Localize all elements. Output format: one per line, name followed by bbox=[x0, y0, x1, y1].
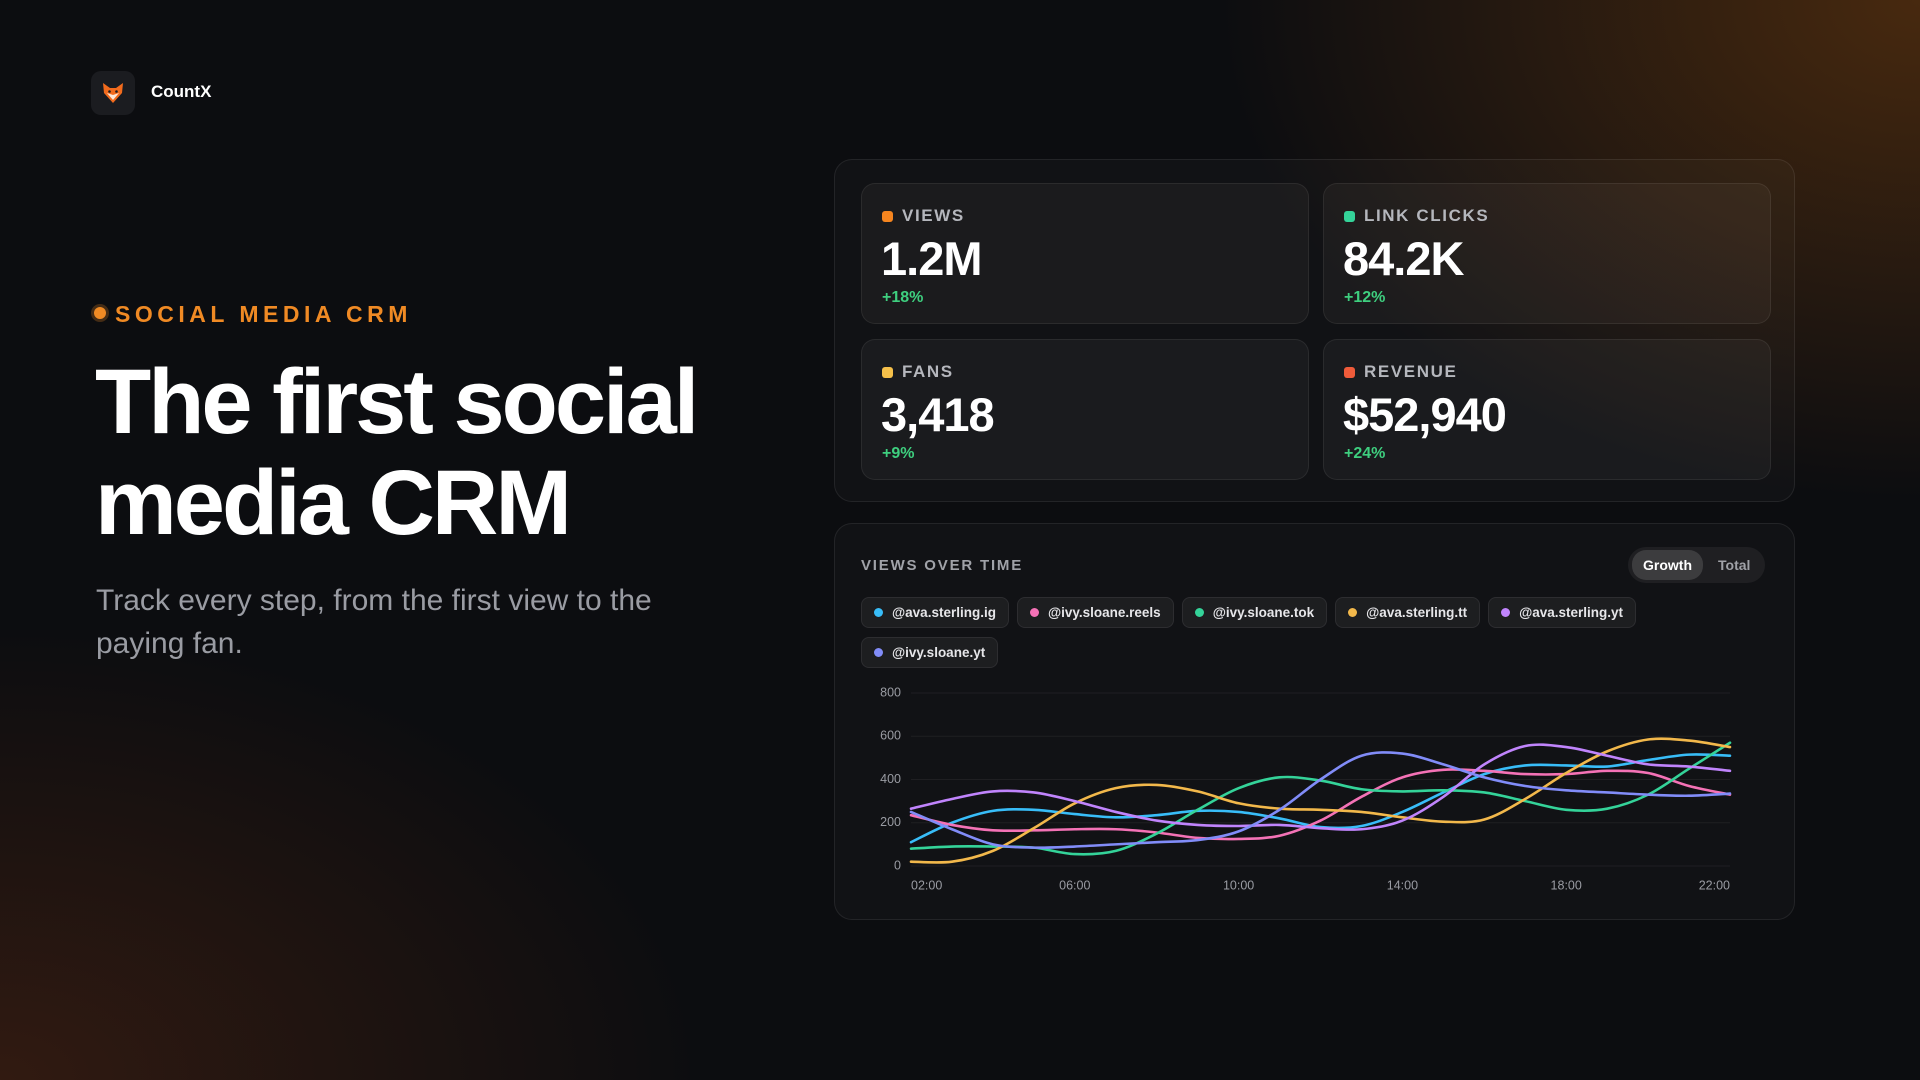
legend-item[interactable]: @ivy.sloane.tok bbox=[1181, 597, 1328, 628]
legend-dot bbox=[874, 608, 883, 617]
legend-dot bbox=[1194, 608, 1204, 617]
stat-dot bbox=[882, 211, 893, 222]
logo-icon bbox=[103, 83, 123, 103]
stat-card: REVENUE $52,940 +24% bbox=[1323, 339, 1771, 480]
stat-value: 3,418 bbox=[881, 388, 995, 441]
stat-value: $52,940 bbox=[1343, 388, 1507, 441]
logo[interactable] bbox=[91, 71, 135, 115]
y-tick-label: 400 bbox=[880, 772, 901, 786]
x-tick-label: 14:00 bbox=[1387, 878, 1418, 892]
x-tick-label: 18:00 bbox=[1551, 878, 1582, 892]
stat-change: +18% bbox=[882, 289, 924, 306]
stat-dot bbox=[1344, 211, 1355, 222]
stat-value: 1.2M bbox=[881, 232, 982, 285]
chart-panel: 0 200 400 600 800 02:00 06:00 10:00 14:00 18:00 22… bbox=[834, 523, 1795, 920]
chart: 0 200 400 600 800 02:00 06:00 10:00 14:00 18:00 22… bbox=[880, 685, 1732, 892]
x-tick-label: 06:00 bbox=[1059, 878, 1090, 892]
legend-dot bbox=[1501, 608, 1511, 617]
eyebrow-dot bbox=[94, 307, 106, 319]
legend-item[interactable]: @ava.sterling.tt bbox=[1335, 597, 1481, 628]
legend: @ava.sterling.ig @ivy.sloane.reels @ivy.sl… bbox=[861, 597, 1691, 668]
legend-dot bbox=[1029, 608, 1039, 617]
legend-label: @ava.sterling.tt bbox=[1366, 605, 1468, 620]
legend-label: @ava.sterling.yt bbox=[1519, 605, 1624, 620]
stat-label: LINK CLICKS bbox=[1364, 206, 1490, 225]
y-tick-label: 800 bbox=[880, 685, 901, 699]
series-line bbox=[909, 743, 1732, 832]
legend-label: @ava.sterling.ig bbox=[892, 605, 996, 620]
y-tick-label: 200 bbox=[880, 815, 901, 829]
view-toggle: Growth Total bbox=[1628, 547, 1766, 583]
legend-label: @ivy.sloane.reels bbox=[1047, 605, 1161, 620]
legend-label: @ivy.sloane.yt bbox=[892, 645, 986, 660]
y-tick-label: 600 bbox=[880, 729, 901, 743]
stat-label: REVENUE bbox=[1364, 362, 1458, 381]
legend-dot bbox=[1348, 608, 1358, 617]
x-tick-label: 02:00 bbox=[911, 878, 942, 892]
chart-title: VIEWS OVER TIME bbox=[861, 557, 1024, 574]
hero-title: The first social media CRM bbox=[95, 351, 699, 554]
stat-label: FANS bbox=[902, 362, 954, 381]
legend-dot bbox=[874, 648, 883, 657]
x-tick-label: 22:00 bbox=[1699, 878, 1730, 892]
series-line bbox=[909, 741, 1732, 856]
stat-dot bbox=[1344, 367, 1355, 378]
legend-label: @ivy.sloane.tok bbox=[1212, 605, 1315, 620]
legend-item[interactable]: @ava.sterling.ig bbox=[861, 597, 1009, 628]
y-tick-label: 0 bbox=[894, 858, 901, 872]
stats-panel: VIEWS 1.2M +18% LINK CLICKS 84.2K +12% FANS 3,4… bbox=[834, 159, 1795, 502]
stat-value: 84.2K bbox=[1343, 232, 1464, 285]
stat-card: VIEWS 1.2M +18% bbox=[861, 183, 1309, 324]
series-line bbox=[909, 751, 1732, 849]
series-line bbox=[909, 737, 1732, 864]
stat-change: +9% bbox=[882, 445, 915, 462]
hero-subtitle: Track every step, from the first view to… bbox=[96, 584, 652, 660]
stat-change: +12% bbox=[1344, 289, 1386, 306]
x-tick-label: 10:00 bbox=[1223, 878, 1254, 892]
stat-label: VIEWS bbox=[902, 206, 965, 225]
stat-dot bbox=[882, 367, 893, 378]
series-line bbox=[909, 768, 1732, 841]
stat-change: +24% bbox=[1344, 445, 1386, 462]
toggle-option[interactable]: Total bbox=[1718, 557, 1751, 573]
stat-card: FANS 3,418 +9% bbox=[861, 339, 1309, 480]
legend-item[interactable]: @ivy.sloane.reels bbox=[1016, 597, 1174, 628]
stat-card: LINK CLICKS 84.2K +12% bbox=[1323, 183, 1771, 324]
legend-item[interactable]: @ivy.sloane.yt bbox=[861, 637, 999, 668]
toggle-option[interactable]: Growth bbox=[1632, 550, 1703, 580]
brand-name[interactable]: CountX bbox=[151, 82, 212, 101]
legend-item[interactable]: @ava.sterling.yt bbox=[1488, 597, 1637, 628]
eyebrow: SOCIAL MEDIA CRM bbox=[115, 301, 412, 327]
